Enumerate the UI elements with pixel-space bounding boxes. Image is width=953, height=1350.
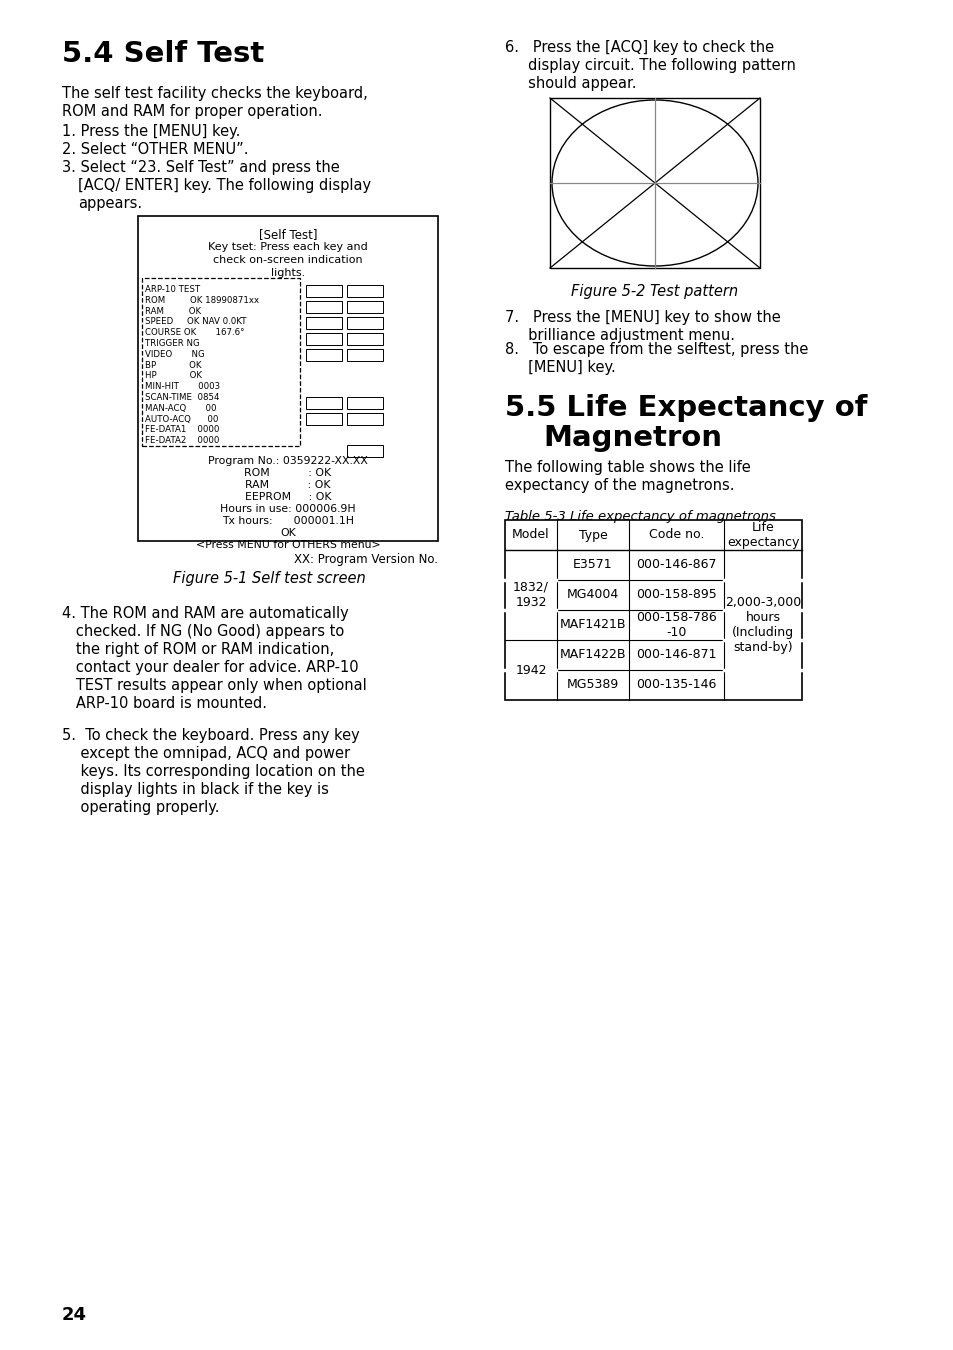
Text: Key tset: Press each key and: Key tset: Press each key and	[208, 242, 368, 252]
Text: Program No.: 0359222-XX.XX: Program No.: 0359222-XX.XX	[208, 456, 368, 466]
Text: 4. The ROM and RAM are automatically: 4. The ROM and RAM are automatically	[62, 606, 349, 621]
Text: [MENU] key.: [MENU] key.	[504, 360, 615, 375]
Bar	[347, 317, 382, 329]
Text: checked. If NG (No Good) appears to: checked. If NG (No Good) appears to	[62, 624, 344, 639]
Text: HP            OK: HP OK	[145, 371, 202, 381]
Text: Figure 5-2 Test pattern: Figure 5-2 Test pattern	[571, 284, 738, 298]
Text: Life
expectancy: Life expectancy	[726, 521, 799, 549]
Bar	[347, 446, 382, 458]
Text: ARP-10 board is mounted.: ARP-10 board is mounted.	[62, 697, 267, 711]
Text: 000-158-786
-10: 000-158-786 -10	[636, 612, 716, 639]
Text: MIN-HIT       0003: MIN-HIT 0003	[145, 382, 220, 391]
Text: ROM and RAM for proper operation.: ROM and RAM for proper operation.	[62, 104, 322, 119]
Text: operating properly.: operating properly.	[62, 801, 219, 815]
Text: 000-146-871: 000-146-871	[636, 648, 716, 662]
Text: MG4004: MG4004	[566, 589, 618, 602]
Text: RAM         OK: RAM OK	[145, 306, 201, 316]
Text: Type: Type	[578, 528, 607, 541]
Bar	[306, 333, 341, 346]
Text: SPEED     OK NAV 0.0KT: SPEED OK NAV 0.0KT	[145, 317, 246, 327]
Text: brilliance adjustment menu.: brilliance adjustment menu.	[504, 328, 734, 343]
Text: ARP-10 TEST: ARP-10 TEST	[145, 285, 200, 294]
Bar	[347, 397, 382, 409]
Text: The following table shows the life: The following table shows the life	[504, 460, 750, 475]
Bar	[306, 413, 341, 425]
Text: Magnetron: Magnetron	[542, 424, 721, 452]
Bar	[347, 350, 382, 360]
Bar	[306, 285, 341, 297]
Text: expectancy of the magnetrons.: expectancy of the magnetrons.	[504, 478, 734, 493]
Bar	[347, 285, 382, 297]
Text: EEPROM     : OK: EEPROM : OK	[245, 491, 331, 502]
Text: lights.: lights.	[271, 269, 305, 278]
Text: [ACQ/ ENTER] key. The following display: [ACQ/ ENTER] key. The following display	[78, 178, 371, 193]
Text: display circuit. The following pattern: display circuit. The following pattern	[504, 58, 795, 73]
Text: Tx hours:      000001.1H: Tx hours: 000001.1H	[222, 516, 354, 526]
Text: 1. Press the [MENU] key.: 1. Press the [MENU] key.	[62, 124, 240, 139]
Text: ROM           : OK: ROM : OK	[244, 468, 332, 478]
Text: 000-135-146: 000-135-146	[636, 679, 716, 691]
Bar	[306, 397, 341, 409]
Text: Table 5-3 Life expectancy of magnetrons: Table 5-3 Life expectancy of magnetrons	[504, 510, 775, 522]
Text: keys. Its corresponding location on the: keys. Its corresponding location on the	[62, 764, 364, 779]
Text: [Self Test]: [Self Test]	[258, 228, 317, 242]
Text: Hours in use: 000006.9H: Hours in use: 000006.9H	[220, 504, 355, 514]
Text: MAN-ACQ       00: MAN-ACQ 00	[145, 404, 216, 413]
Text: E3571: E3571	[573, 559, 612, 571]
Text: contact your dealer for advice. ARP-10: contact your dealer for advice. ARP-10	[62, 660, 358, 675]
Text: check on-screen indication: check on-screen indication	[213, 255, 362, 265]
Bar	[347, 413, 382, 425]
Text: TRIGGER NG: TRIGGER NG	[145, 339, 199, 348]
Bar	[347, 301, 382, 313]
Text: 24: 24	[62, 1305, 87, 1324]
Text: AUTO-ACQ      00: AUTO-ACQ 00	[145, 414, 218, 424]
Bar	[504, 520, 801, 701]
Text: 2,000-3,000
hours
(Including
stand-by): 2,000-3,000 hours (Including stand-by)	[724, 595, 801, 653]
Text: should appear.: should appear.	[504, 76, 636, 90]
Text: 1942: 1942	[515, 663, 546, 676]
Text: Code no.: Code no.	[648, 528, 703, 541]
Text: <Press MENU for OTHERS menu>: <Press MENU for OTHERS menu>	[195, 540, 380, 549]
Bar	[306, 350, 341, 360]
Bar	[138, 216, 437, 541]
Text: 2. Select “OTHER MENU”.: 2. Select “OTHER MENU”.	[62, 142, 248, 157]
Text: the right of ROM or RAM indication,: the right of ROM or RAM indication,	[62, 643, 334, 657]
Text: ROM         OK 18990871xx: ROM OK 18990871xx	[145, 296, 259, 305]
Text: OK: OK	[280, 528, 295, 539]
Text: display lights in black if the key is: display lights in black if the key is	[62, 782, 329, 796]
Text: SCAN-TIME  0854: SCAN-TIME 0854	[145, 393, 219, 402]
Text: 7.   Press the [MENU] key to show the: 7. Press the [MENU] key to show the	[504, 310, 780, 325]
Text: Model: Model	[512, 528, 549, 541]
Text: RAM           : OK: RAM : OK	[245, 481, 331, 490]
Text: BP            OK: BP OK	[145, 360, 201, 370]
Text: MAF1421B: MAF1421B	[559, 618, 625, 632]
Bar	[142, 278, 299, 446]
Text: 5.  To check the keyboard. Press any key: 5. To check the keyboard. Press any key	[62, 728, 359, 743]
Text: 1832/
1932: 1832/ 1932	[513, 580, 548, 609]
Text: 000-158-895: 000-158-895	[636, 589, 716, 602]
Text: except the omnipad, ACQ and power: except the omnipad, ACQ and power	[62, 747, 350, 761]
Text: 000-146-867: 000-146-867	[636, 559, 716, 571]
Text: VIDEO       NG: VIDEO NG	[145, 350, 205, 359]
Text: 6.   Press the [ACQ] key to check the: 6. Press the [ACQ] key to check the	[504, 40, 773, 55]
Text: COURSE OK       167.6°: COURSE OK 167.6°	[145, 328, 244, 338]
Text: XX: Program Version No.: XX: Program Version No.	[294, 554, 437, 566]
Text: Figure 5-1 Self test screen: Figure 5-1 Self test screen	[172, 571, 366, 586]
Text: The self test facility checks the keyboard,: The self test facility checks the keyboa…	[62, 86, 367, 101]
Bar	[306, 317, 341, 329]
Text: 5.4 Self Test: 5.4 Self Test	[62, 40, 264, 68]
Text: MG5389: MG5389	[566, 679, 618, 691]
Text: FE-DATA2    0000: FE-DATA2 0000	[145, 436, 219, 446]
Text: FE-DATA1    0000: FE-DATA1 0000	[145, 425, 219, 435]
Bar	[550, 99, 760, 269]
Text: TEST results appear only when optional: TEST results appear only when optional	[62, 678, 366, 693]
Bar	[347, 333, 382, 346]
Text: MAF1422B: MAF1422B	[559, 648, 625, 662]
Text: 8.   To escape from the selftest, press the: 8. To escape from the selftest, press th…	[504, 342, 807, 356]
Text: appears.: appears.	[78, 196, 142, 211]
Text: 5.5 Life Expectancy of: 5.5 Life Expectancy of	[504, 394, 866, 423]
Text: 3. Select “23. Self Test” and press the: 3. Select “23. Self Test” and press the	[62, 161, 339, 176]
Bar	[306, 301, 341, 313]
